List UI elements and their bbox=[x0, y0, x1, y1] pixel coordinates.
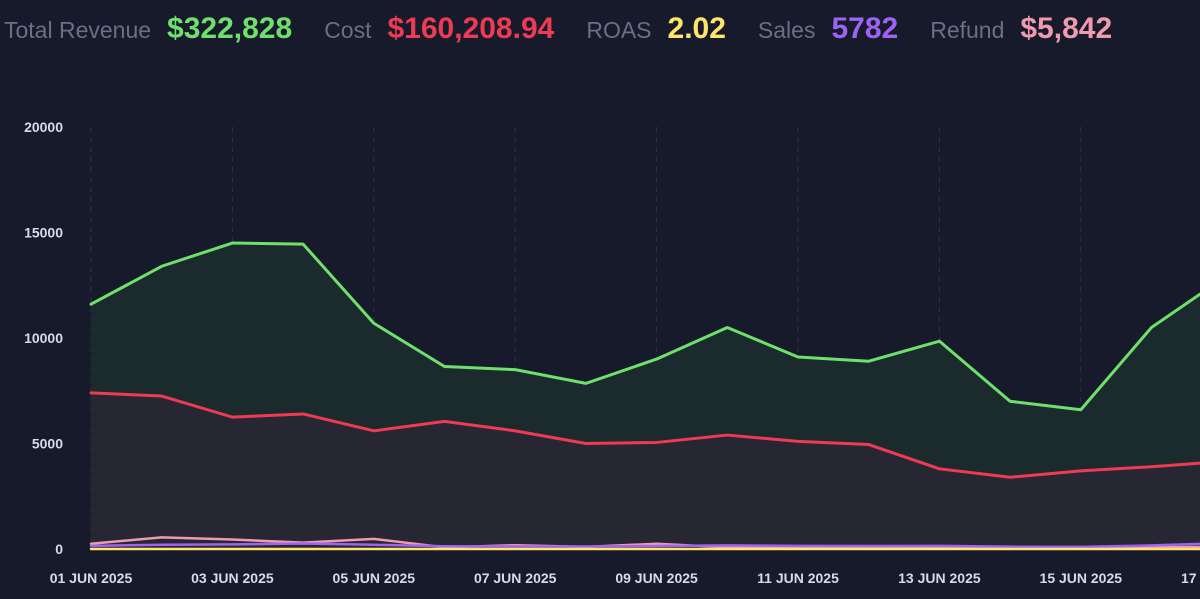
kpi-label: Sales bbox=[757, 17, 816, 43]
revenue-line bbox=[89, 241, 1200, 412]
x-tick-label: 03 JUN 2025 bbox=[191, 570, 274, 586]
x-tick-label: 07 JUN 2025 bbox=[474, 570, 557, 586]
y-tick-label: 0 bbox=[55, 541, 63, 557]
x-tick-label: 05 JUN 2025 bbox=[333, 570, 416, 586]
x-tick-label: 11 JUN 2025 bbox=[757, 570, 839, 586]
kpi-value: $5,842 bbox=[1020, 12, 1113, 45]
x-tick-label: 13 JUN 2025 bbox=[898, 570, 981, 586]
chart-areas bbox=[91, 243, 1200, 549]
kpi-bar: Total Revenue $322,828 Cost $160,208.94 … bbox=[4, 12, 1144, 52]
kpi-sales: Sales 5782 bbox=[758, 12, 898, 46]
cost-line bbox=[89, 391, 1200, 479]
kpi-refund: Refund $5,842 bbox=[930, 12, 1112, 46]
kpi-label: Cost bbox=[324, 17, 372, 43]
kpi-label: Total Revenue bbox=[4, 17, 152, 43]
y-tick-label: 15000 bbox=[24, 225, 63, 241]
kpi-cost: Cost $160,208.94 bbox=[324, 12, 554, 46]
kpi-roas: ROAS 2.02 bbox=[586, 12, 726, 46]
y-tick-label: 5000 bbox=[32, 436, 63, 452]
kpi-value: $322,828 bbox=[167, 12, 293, 45]
kpi-label: Refund bbox=[930, 17, 1005, 43]
x-tick-label: 15 JUN 2025 bbox=[1040, 570, 1123, 586]
y-tick-label: 20000 bbox=[24, 119, 63, 135]
kpi-total-revenue: Total Revenue $322,828 bbox=[4, 12, 292, 46]
kpi-label: ROAS bbox=[586, 17, 652, 43]
x-axis: 01 JUN 2025 03 JUN 2025 05 JUN 2025 07 JUN … bbox=[50, 570, 1200, 586]
chart-lines bbox=[89, 241, 1200, 551]
y-axis: 0 5000 10000 15000 20000 bbox=[24, 119, 63, 557]
x-tick-label: 01 JUN 2025 bbox=[50, 570, 133, 586]
sales-line bbox=[89, 542, 1200, 549]
cost-area bbox=[91, 392, 1200, 549]
kpi-value: 5782 bbox=[831, 12, 899, 45]
kpi-value: $160,208.94 bbox=[387, 12, 555, 45]
y-tick-label: 10000 bbox=[24, 330, 63, 346]
x-tick-label: 09 JUN 2025 bbox=[615, 570, 698, 586]
x-tick-label: 17 JUN 2025 bbox=[1181, 570, 1200, 586]
kpi-value: 2.02 bbox=[667, 12, 726, 45]
